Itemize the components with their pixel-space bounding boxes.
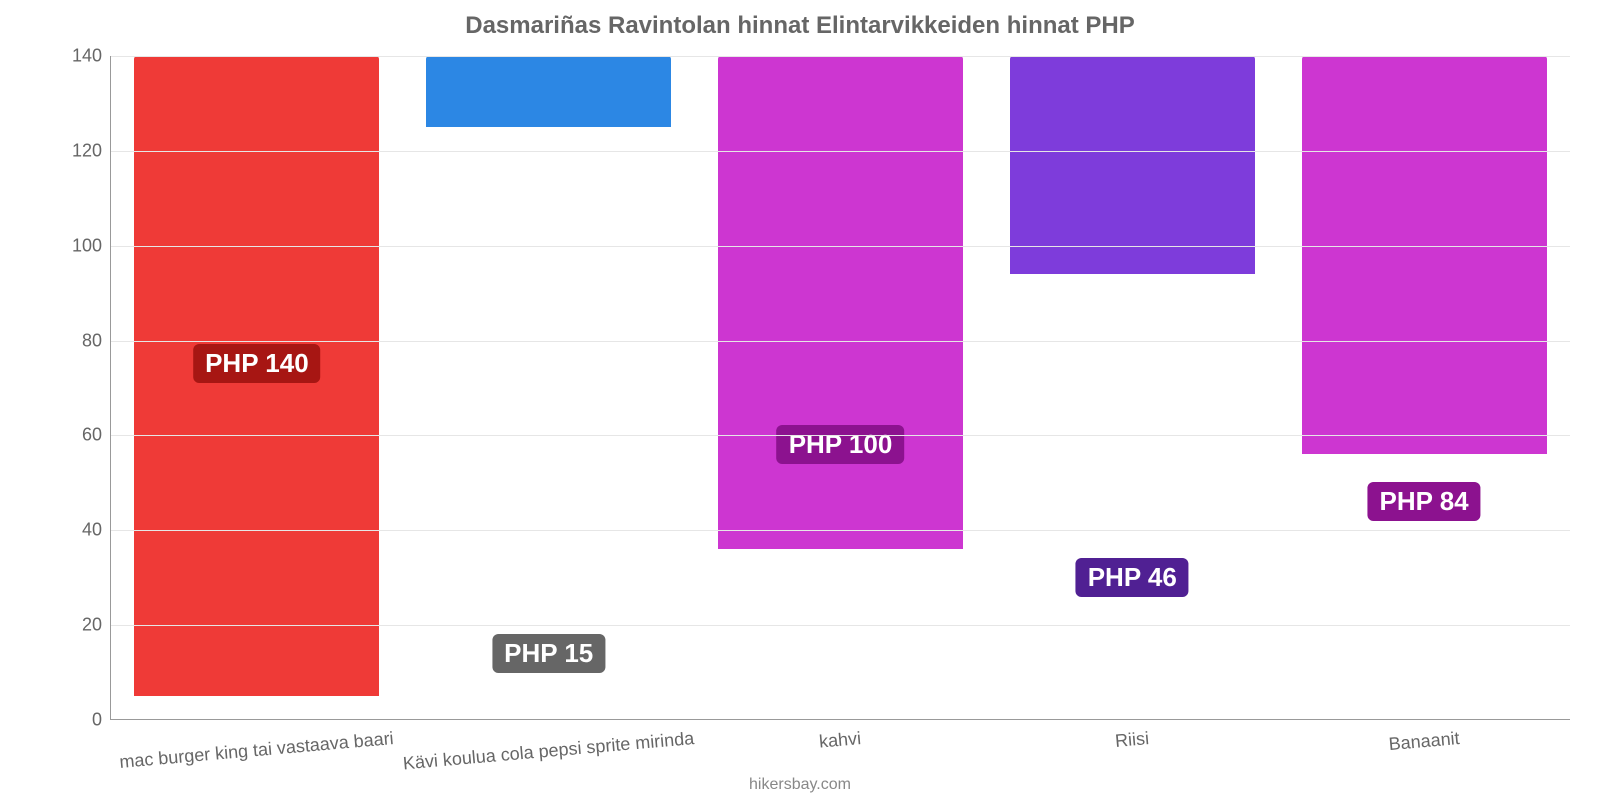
bar — [1010, 56, 1255, 274]
xtick-label: mac burger king tai vastaava baari — [119, 728, 395, 773]
ytick-label: 80 — [62, 330, 102, 351]
gridline — [111, 246, 1570, 247]
bar — [426, 56, 671, 127]
gridline — [111, 435, 1570, 436]
ytick-label: 60 — [62, 425, 102, 446]
xtick-label: kahvi — [818, 728, 862, 753]
gridline — [111, 151, 1570, 152]
gridline — [111, 341, 1570, 342]
xtick-label: Banaanit — [1388, 728, 1461, 755]
ytick-label: 140 — [62, 46, 102, 67]
value-badge: PHP 100 — [777, 425, 905, 464]
bar-slot: PHP 15 — [403, 56, 695, 719]
value-badge: PHP 84 — [1368, 482, 1481, 521]
ytick-label: 120 — [62, 140, 102, 161]
xtick-label: Riisi — [1114, 728, 1150, 752]
chart-container: Dasmariñas Ravintolan hinnat Elintarvikk… — [0, 0, 1600, 800]
bar — [1302, 56, 1547, 454]
plot-area: PHP 140 PHP 15 PHP 100 PHP 46 PHP 84 — [110, 56, 1570, 720]
attribution-text: hikersbay.com — [0, 776, 1600, 794]
ytick-label: 40 — [62, 520, 102, 541]
ytick-label: 0 — [62, 710, 102, 731]
chart-title: Dasmariñas Ravintolan hinnat Elintarvikk… — [0, 12, 1600, 40]
ytick-label: 100 — [62, 235, 102, 256]
bars-row: PHP 140 PHP 15 PHP 100 PHP 46 PHP 84 — [111, 56, 1570, 719]
bar — [718, 56, 963, 549]
xtick-label: Kävi koulua cola pepsi sprite mirinda — [402, 728, 695, 774]
gridline — [111, 56, 1570, 57]
bar-slot: PHP 84 — [1278, 56, 1570, 719]
ytick-label: 20 — [62, 615, 102, 636]
gridline — [111, 625, 1570, 626]
value-badge: PHP 46 — [1076, 558, 1189, 597]
bar-slot: PHP 100 — [695, 56, 987, 719]
value-badge: PHP 15 — [492, 634, 605, 673]
gridline — [111, 530, 1570, 531]
bar-slot: PHP 46 — [986, 56, 1278, 719]
bar-slot: PHP 140 — [111, 56, 403, 719]
value-badge: PHP 140 — [193, 344, 321, 383]
